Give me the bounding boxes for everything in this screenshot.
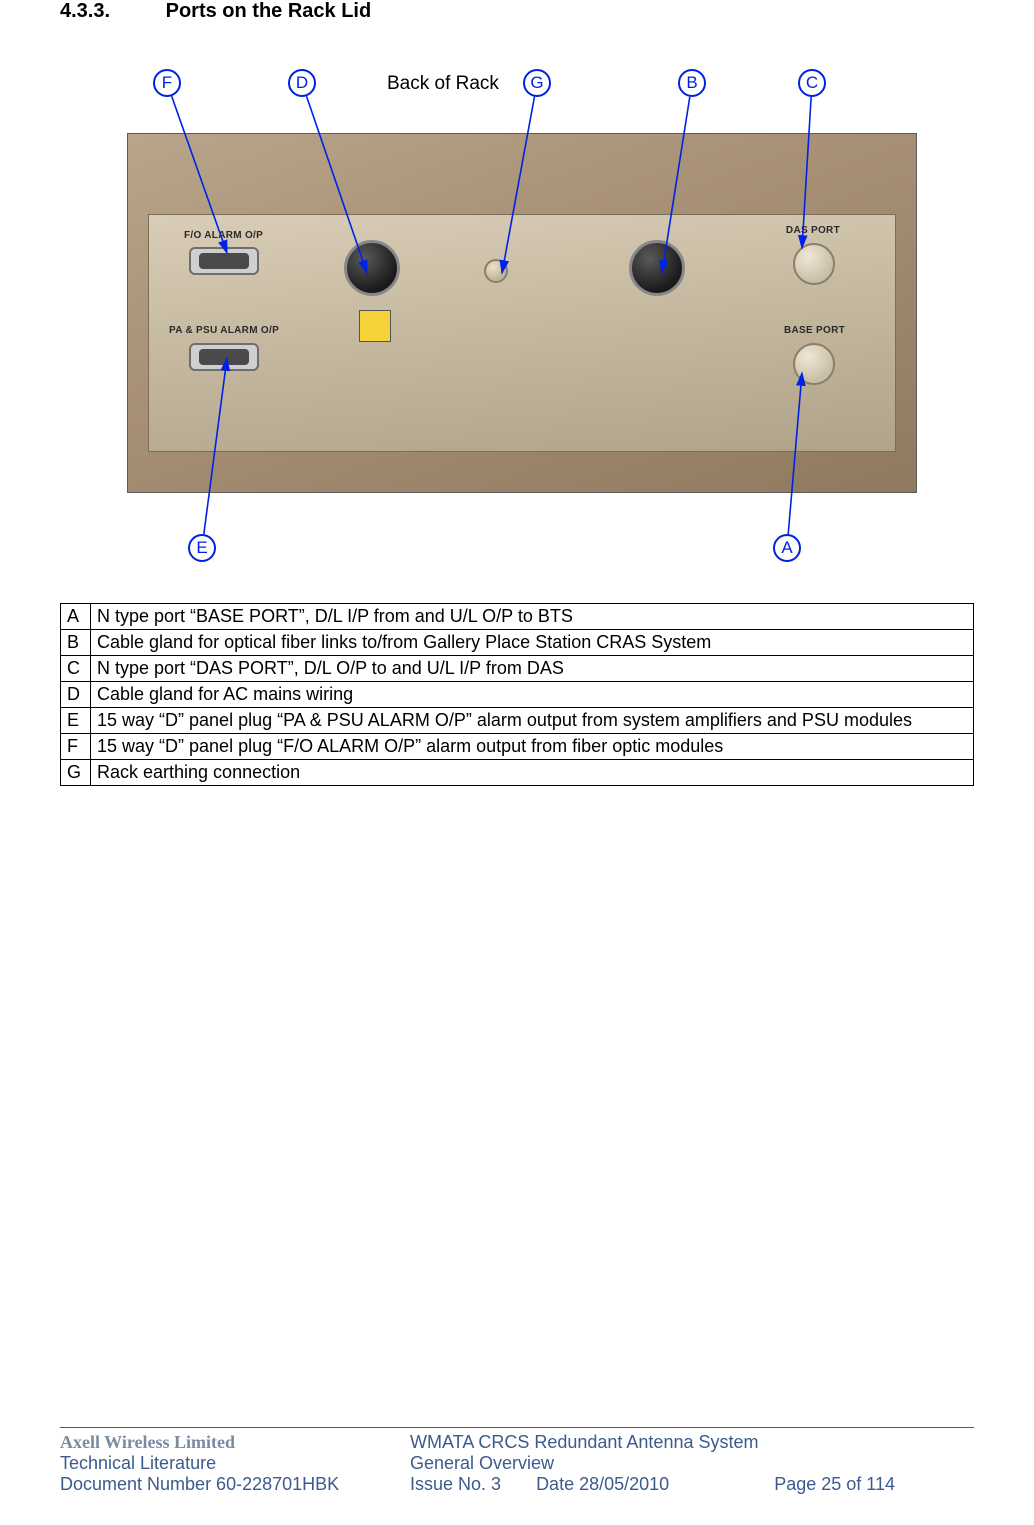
port-fo-alarm [189,247,259,275]
footer-techlit: Technical Literature [60,1453,410,1474]
rack-photo: F/O ALARM O/P PA & PSU ALARM O/P DAS POR… [127,133,917,493]
legend-key: E [61,708,91,734]
legend-row: GRack earthing connection [61,760,974,786]
legend-desc: Cable gland for AC mains wiring [91,682,974,708]
footer-issue: Issue No. 3 [410,1474,501,1494]
callout-a: A [773,534,801,562]
footer-system: WMATA CRCS Redundant Antenna System [410,1432,974,1453]
figure: Back of Rack F/O ALARM O/P PA & PSU ALAR… [107,53,927,583]
gland-ac [344,240,400,296]
legend-row: CN type port “DAS PORT”, D/L O/P to and … [61,656,974,682]
section-heading: 4.3.3. Ports on the Rack Lid [60,0,974,23]
figure-title: Back of Rack [387,73,499,95]
section-title: Ports on the Rack Lid [166,0,372,22]
legend-desc: Cable gland for optical fiber links to/f… [91,630,974,656]
legend-key: C [61,656,91,682]
callout-g: G [523,69,551,97]
callout-d: D [288,69,316,97]
legend-key: F [61,734,91,760]
label-fo-alarm: F/O ALARM O/P [184,230,263,241]
legend-key: A [61,604,91,630]
legend-table: AN type port “BASE PORT”, D/L I/P from a… [60,603,974,786]
legend-key: D [61,682,91,708]
legend-desc: Rack earthing connection [91,760,974,786]
legend-row: AN type port “BASE PORT”, D/L I/P from a… [61,604,974,630]
legend-desc: 15 way “D” panel plug “F/O ALARM O/P” al… [91,734,974,760]
footer: Axell Wireless Limited WMATA CRCS Redund… [60,1427,974,1495]
port-pa-psu-alarm [189,343,259,371]
footer-overview: General Overview [410,1453,974,1474]
legend-desc: 15 way “D” panel plug “PA & PSU ALARM O/… [91,708,974,734]
legend-desc: N type port “DAS PORT”, D/L O/P to and U… [91,656,974,682]
label-base-port: BASE PORT [784,325,845,336]
callout-b: B [678,69,706,97]
callout-c: C [798,69,826,97]
footer-company: Axell Wireless Limited [60,1432,410,1453]
warning-sticker [359,310,391,342]
legend-row: BCable gland for optical fiber links to/… [61,630,974,656]
section-number: 4.3.3. [60,0,110,22]
port-das [793,243,835,285]
label-das-port: DAS PORT [786,225,840,236]
legend-desc: N type port “BASE PORT”, D/L I/P from an… [91,604,974,630]
ground-stud [484,259,508,283]
footer-docnum: Document Number 60-228701HBK [60,1474,410,1495]
legend-key: G [61,760,91,786]
legend-row: E15 way “D” panel plug “PA & PSU ALARM O… [61,708,974,734]
legend-key: B [61,630,91,656]
rack-panel: F/O ALARM O/P PA & PSU ALARM O/P DAS POR… [148,214,896,452]
callout-f: F [153,69,181,97]
legend-row: DCable gland for AC mains wiring [61,682,974,708]
footer-date: Date 28/05/2010 [536,1474,669,1494]
legend-row: F15 way “D” panel plug “F/O ALARM O/P” a… [61,734,974,760]
callout-e: E [188,534,216,562]
footer-page: Page 25 of 114 [774,1474,895,1494]
port-base [793,343,835,385]
label-pa-psu-alarm: PA & PSU ALARM O/P [169,325,279,336]
gland-fiber [629,240,685,296]
